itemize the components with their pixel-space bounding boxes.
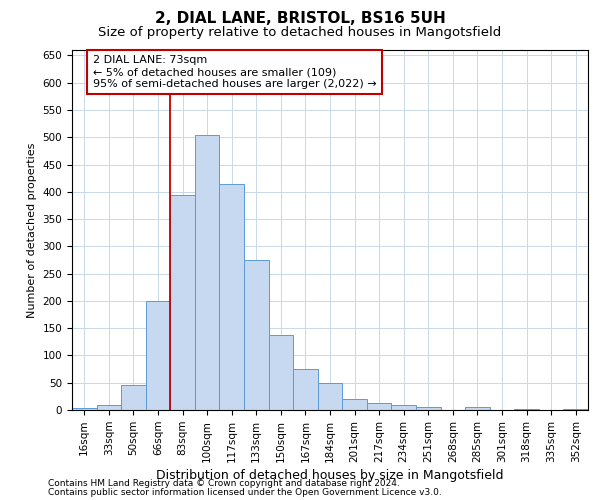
Bar (293, 369, 318, 410)
Bar (220, 184, 244, 410)
Text: Contains public sector information licensed under the Open Government Licence v3: Contains public sector information licen… (48, 488, 442, 497)
Bar (514, 409, 539, 410)
Bar (72, 408, 97, 410)
Bar (416, 406, 440, 410)
X-axis label: Distribution of detached houses by size in Mangotsfield: Distribution of detached houses by size … (156, 469, 504, 482)
Bar (318, 382, 342, 410)
Text: Size of property relative to detached houses in Mangotsfield: Size of property relative to detached ho… (98, 26, 502, 39)
Bar (97, 404, 121, 410)
Text: Contains HM Land Registry data © Crown copyright and database right 2024.: Contains HM Land Registry data © Crown c… (48, 478, 400, 488)
Bar (563, 409, 588, 410)
Bar (342, 399, 367, 410)
Bar (170, 194, 195, 410)
Text: 2 DIAL LANE: 73sqm
← 5% of detached houses are smaller (109)
95% of semi-detache: 2 DIAL LANE: 73sqm ← 5% of detached hous… (93, 56, 377, 88)
Bar (121, 386, 146, 410)
Bar (367, 404, 391, 410)
Bar (465, 406, 490, 410)
Bar (269, 334, 293, 410)
Bar (244, 260, 269, 410)
Bar (146, 301, 170, 410)
Text: 2, DIAL LANE, BRISTOL, BS16 5UH: 2, DIAL LANE, BRISTOL, BS16 5UH (155, 11, 445, 26)
Bar (391, 405, 416, 410)
Bar (195, 134, 220, 410)
Y-axis label: Number of detached properties: Number of detached properties (27, 142, 37, 318)
